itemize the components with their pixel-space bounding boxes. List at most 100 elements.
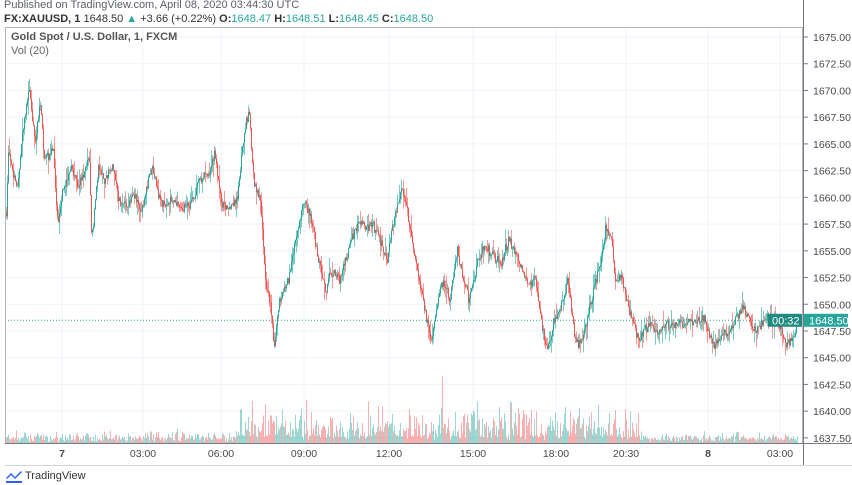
volume-bar (13, 436, 14, 443)
volume-bar (365, 438, 366, 443)
candle (22, 118, 23, 157)
candle (80, 174, 81, 193)
volume-bar (44, 439, 45, 443)
candle (489, 242, 490, 262)
x-tick-label: 20:30 (613, 448, 639, 460)
candle (762, 320, 763, 327)
grid (5, 27, 803, 443)
volume-bar (594, 421, 595, 443)
volume-bar (487, 437, 488, 443)
volume-bar (391, 423, 392, 443)
volume-bar (293, 429, 294, 443)
candle (592, 296, 593, 313)
candle (113, 163, 114, 172)
volume-bar (328, 426, 329, 443)
volume-bar (264, 436, 265, 443)
volume-bar (364, 432, 365, 443)
published-note: Published on TradingView.com, April 08, … (4, 0, 300, 11)
candle (680, 314, 681, 329)
candle (522, 264, 523, 273)
volume-bar (562, 431, 563, 443)
volume-bar (552, 420, 553, 443)
candle (454, 263, 455, 278)
volume-bar (396, 435, 397, 443)
candle (600, 256, 601, 271)
candle (256, 181, 257, 205)
volume-bar (228, 439, 229, 443)
candle (359, 221, 360, 224)
candle (136, 193, 137, 208)
volume-bar (726, 436, 727, 443)
volume-bar (583, 418, 584, 443)
volume-bar (772, 435, 773, 443)
candle (681, 315, 682, 323)
candle (112, 163, 113, 172)
volume-bar (438, 425, 439, 443)
candle (225, 201, 226, 217)
candle (422, 288, 423, 296)
volume-legend[interactable]: Vol (20) (11, 45, 49, 57)
volume-bar (713, 441, 714, 443)
volume-bar (458, 430, 459, 443)
volume-bar (740, 439, 741, 443)
volume-bar (156, 432, 157, 443)
candle (189, 200, 190, 216)
volume-bar (331, 419, 332, 443)
volume-bar (564, 413, 565, 443)
candle (215, 147, 216, 160)
tradingview-logo[interactable]: TradingView (6, 470, 86, 483)
volume-bar (640, 439, 641, 443)
candle (178, 201, 179, 209)
volume-bar (744, 438, 745, 443)
candle (388, 252, 389, 263)
volume-bar (699, 440, 700, 443)
time-axis[interactable]: 7 03:00 06:00 09:00 12:00 15:00 18:00 20:30 8 03:… (59, 448, 793, 460)
volume-bar (235, 438, 236, 443)
volume-bar (358, 428, 359, 443)
volume-bar (197, 433, 198, 443)
candle (201, 172, 202, 184)
volume-bar (757, 438, 758, 443)
volume-bar (203, 436, 204, 443)
volume-bar (338, 437, 339, 443)
candle (270, 294, 271, 313)
candle (226, 205, 227, 211)
candle (111, 168, 112, 173)
candle (10, 149, 11, 168)
volume-bar (698, 438, 699, 443)
volume-bar (355, 431, 356, 443)
volume-bar (257, 437, 258, 443)
candle (98, 163, 99, 183)
candle (731, 324, 732, 334)
volume-bar (155, 437, 156, 443)
candle (254, 172, 255, 188)
candle (392, 219, 393, 232)
candle (477, 257, 478, 268)
price-axis[interactable]: 1675.001672.501670.001667.501665.001662.… (803, 32, 851, 445)
candle (378, 226, 379, 237)
candle (585, 322, 586, 334)
volume-bar (577, 418, 578, 443)
candle (299, 219, 300, 229)
candle (669, 319, 670, 342)
volume-bar (160, 440, 161, 443)
candle (511, 230, 512, 249)
volume-bar (451, 436, 452, 443)
volume-bar (57, 437, 58, 443)
candle (595, 271, 596, 290)
volume-bar (37, 433, 38, 443)
candle (520, 263, 521, 268)
volume-bar (533, 436, 534, 443)
volume-bar (600, 435, 601, 443)
candle (594, 273, 595, 290)
volume-bar (361, 435, 362, 443)
candle (432, 323, 433, 345)
candle (213, 156, 214, 177)
candle (121, 201, 122, 213)
candle (631, 309, 632, 319)
volume-bar (168, 433, 169, 443)
series-legend[interactable]: Gold Spot / U.S. Dollar, 1, FXCM (11, 31, 178, 43)
volume-bar (201, 437, 202, 443)
volume-bar (590, 428, 591, 443)
